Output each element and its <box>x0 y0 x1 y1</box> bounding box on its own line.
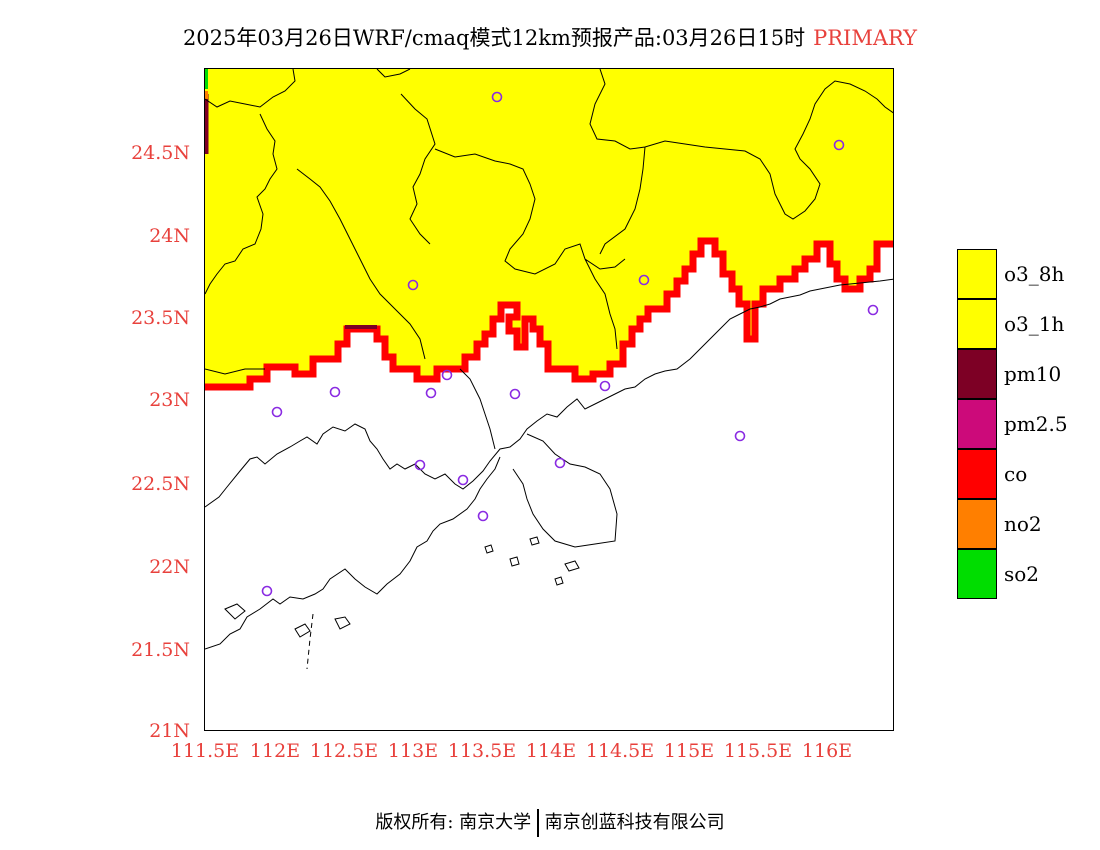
lat-label: 21.5N <box>131 639 190 661</box>
lon-label: 114.5E <box>585 740 655 762</box>
lat-label: 24.5N <box>131 142 190 164</box>
lon-label: 116E <box>801 740 853 762</box>
coastline <box>205 278 893 650</box>
legend-swatch <box>957 249 997 299</box>
legend-item-co: co <box>957 449 1100 499</box>
legend-label: co <box>1004 462 1028 486</box>
inland-borders <box>205 69 893 360</box>
footer-right: 南京创蓝科技有限公司 <box>544 812 725 833</box>
map-canvas <box>205 69 893 670</box>
legend-label: o3_8h <box>1004 262 1065 286</box>
lon-label: 115E <box>663 740 715 762</box>
legend-label: pm10 <box>1004 362 1062 386</box>
legend-item-pm10: pm10 <box>957 349 1100 399</box>
islands <box>224 536 580 638</box>
lat-label: 22.5N <box>131 473 190 495</box>
title-main: 2025年03月26日WRF/cmaq模式12km预报产品:03月26日15时 <box>182 26 806 50</box>
legend-item-pm2-5: pm2.5 <box>957 399 1100 449</box>
legend: o3_8h o3_1h pm10 pm2.5 co no2 so2 <box>957 249 1100 599</box>
title-tag: PRIMARY <box>813 26 918 50</box>
dashed-boundary <box>306 613 314 670</box>
legend-swatch <box>957 399 997 449</box>
legend-swatch <box>957 449 997 499</box>
lon-label: 111.5E <box>170 740 240 762</box>
legend-label: so2 <box>1004 562 1040 586</box>
lon-label: 113E <box>387 740 439 762</box>
lon-label: 112E <box>249 740 301 762</box>
lon-label: 115.5E <box>723 740 793 762</box>
legend-swatch <box>957 499 997 549</box>
legend-item-o3-1h: o3_1h <box>957 299 1100 349</box>
lat-label: 22N <box>149 556 190 578</box>
lon-label: 112.5E <box>309 740 379 762</box>
lat-label: 24N <box>149 225 190 247</box>
copyright-footer: 版权所有: 南京大学 南京创蓝科技有限公司 <box>0 808 1100 837</box>
legend-item-o3-8h: o3_8h <box>957 249 1100 299</box>
o3-region <box>205 69 893 387</box>
lat-label: 21N <box>149 720 190 742</box>
legend-swatch <box>957 299 997 349</box>
lat-label: 23.5N <box>131 307 190 329</box>
legend-swatch <box>957 549 997 599</box>
map-title: 2025年03月26日WRF/cmaq模式12km预报产品:03月26日15时 P… <box>0 22 1100 52</box>
lat-label: 23N <box>149 389 190 411</box>
legend-label: pm2.5 <box>1004 412 1068 436</box>
legend-label: o3_1h <box>1004 312 1065 336</box>
legend-swatch <box>957 349 997 399</box>
boundary-co <box>205 237 893 391</box>
legend-item-no2: no2 <box>957 499 1100 549</box>
lon-label: 114E <box>525 740 577 762</box>
footer-separator <box>537 809 539 837</box>
footer-left: 版权所有: 南京大学 <box>375 812 532 833</box>
lon-label: 113.5E <box>447 740 517 762</box>
monitoring-stations <box>261 91 879 597</box>
pollutant-map <box>204 68 894 731</box>
legend-label: no2 <box>1004 512 1042 536</box>
legend-item-so2: so2 <box>957 549 1100 599</box>
